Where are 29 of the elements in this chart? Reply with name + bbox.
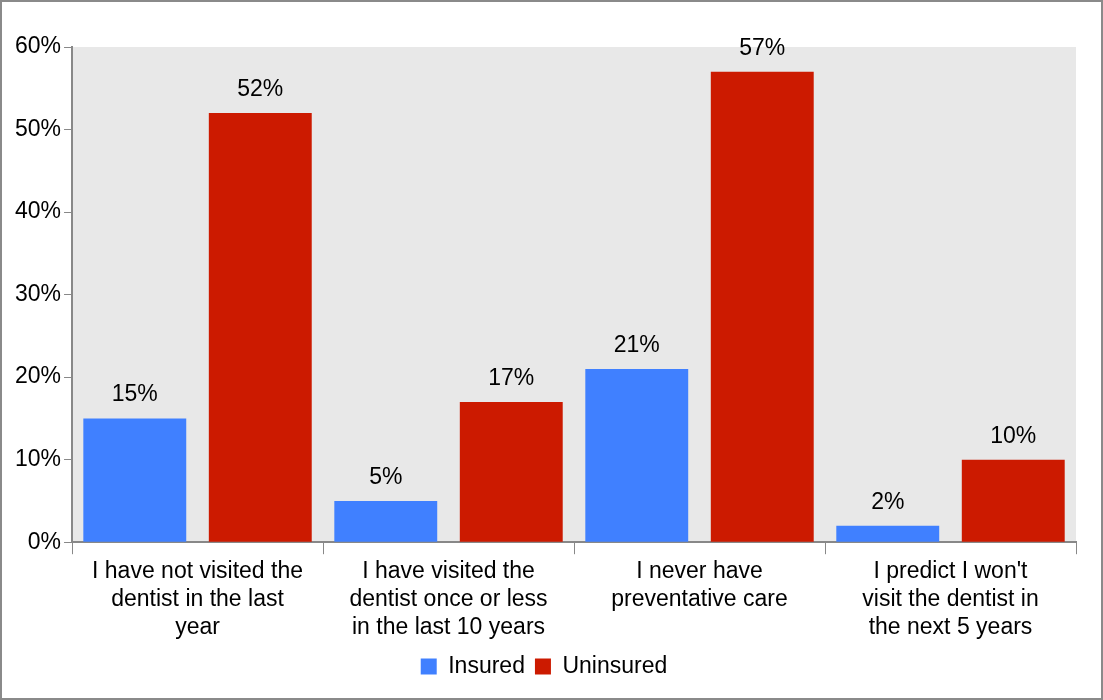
bar	[83, 418, 187, 542]
y-tick-label: 40%	[14, 197, 62, 224]
y-tick-label: 50%	[14, 114, 62, 141]
y-tick-label: 10%	[14, 445, 62, 472]
y-tick-label: 20%	[14, 362, 62, 389]
x-tick-label: I never have preventative care	[611, 557, 788, 611]
x-tick-label: I predict I won't visit the dentist in the next 5 years	[862, 557, 1039, 639]
data-label: 57%	[739, 33, 786, 60]
bar	[585, 368, 689, 542]
data-label: 10%	[990, 421, 1037, 448]
data-label: 5%	[369, 462, 403, 489]
bar	[836, 525, 940, 542]
bar	[961, 459, 1065, 542]
data-label: 2%	[871, 487, 905, 514]
legend-label: Uninsured	[562, 651, 668, 678]
x-tick-label: I have visited the dentist once or less in the last 10 years	[349, 557, 548, 639]
y-tick-label: 30%	[14, 279, 62, 306]
data-label: 15%	[111, 380, 158, 407]
bar	[710, 71, 814, 542]
y-tick-label: 60%	[14, 32, 62, 59]
y-tick-label: 0%	[27, 527, 62, 554]
data-label: 52%	[237, 74, 284, 101]
x-tick-label: I have not visited the dentist in the last year	[92, 557, 304, 639]
bar	[334, 500, 438, 542]
legend-label: Insured	[448, 651, 525, 678]
bar	[459, 401, 563, 542]
bar	[208, 113, 312, 542]
data-label: 17%	[488, 363, 535, 390]
data-label: 21%	[613, 330, 660, 357]
